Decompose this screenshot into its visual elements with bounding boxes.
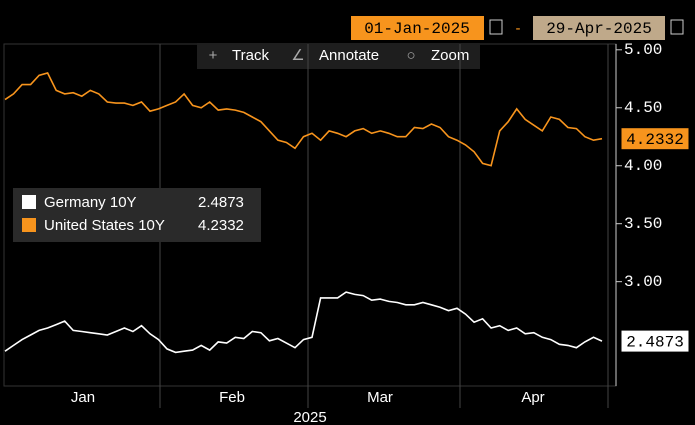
last-value-tag — [620, 329, 690, 353]
annotate-button[interactable]: ∠ Annotate — [291, 47, 379, 64]
zoom-label[interactable]: Zoom — [431, 47, 469, 64]
legend-value: 4.2332 — [198, 217, 244, 234]
end-date-box[interactable] — [533, 16, 665, 40]
date-separator: - — [516, 20, 521, 37]
track-icon: + — [209, 47, 218, 64]
calendar-icon[interactable] — [489, 19, 503, 35]
annotate-label[interactable]: Annotate — [319, 47, 379, 64]
x-tick-label: Mar — [367, 389, 393, 406]
start-date[interactable]: 01-Jan-2025 — [364, 20, 470, 38]
track-button[interactable]: + Track — [209, 47, 270, 64]
legend-value: 2.4873 — [198, 194, 244, 211]
last-value-label: 4.2332 — [626, 131, 684, 149]
series-line — [4, 291, 603, 354]
series-line — [4, 72, 603, 167]
legend — [13, 188, 261, 242]
legend-swatch — [22, 195, 36, 209]
last-value-label: 2.4873 — [626, 333, 684, 351]
y-tick-label: 4.50 — [624, 99, 662, 117]
calendar-icon[interactable] — [670, 19, 684, 35]
legend-label: Germany 10Y — [44, 194, 137, 211]
x-tick-label: Feb — [219, 389, 245, 406]
y-tick-label: 3.00 — [624, 273, 662, 291]
zoom-icon: ○ — [406, 47, 415, 64]
x-axis-title: 2025 — [293, 409, 326, 425]
toolbar — [197, 43, 480, 69]
annotate-icon: ∠ — [291, 47, 304, 64]
legend-label: United States 10Y — [44, 217, 165, 234]
y-tick-label: 3.50 — [624, 215, 662, 233]
x-tick-label: Jan — [71, 389, 95, 406]
legend-swatch — [22, 218, 36, 232]
y-tick-label: 5.00 — [624, 41, 662, 59]
last-value-tag — [620, 127, 690, 151]
start-date-box[interactable] — [351, 16, 484, 40]
x-tick-label: Apr — [521, 389, 544, 406]
y-tick-label: 4.00 — [624, 157, 662, 175]
end-date[interactable]: 29-Apr-2025 — [546, 20, 652, 38]
track-label[interactable]: Track — [232, 47, 269, 64]
